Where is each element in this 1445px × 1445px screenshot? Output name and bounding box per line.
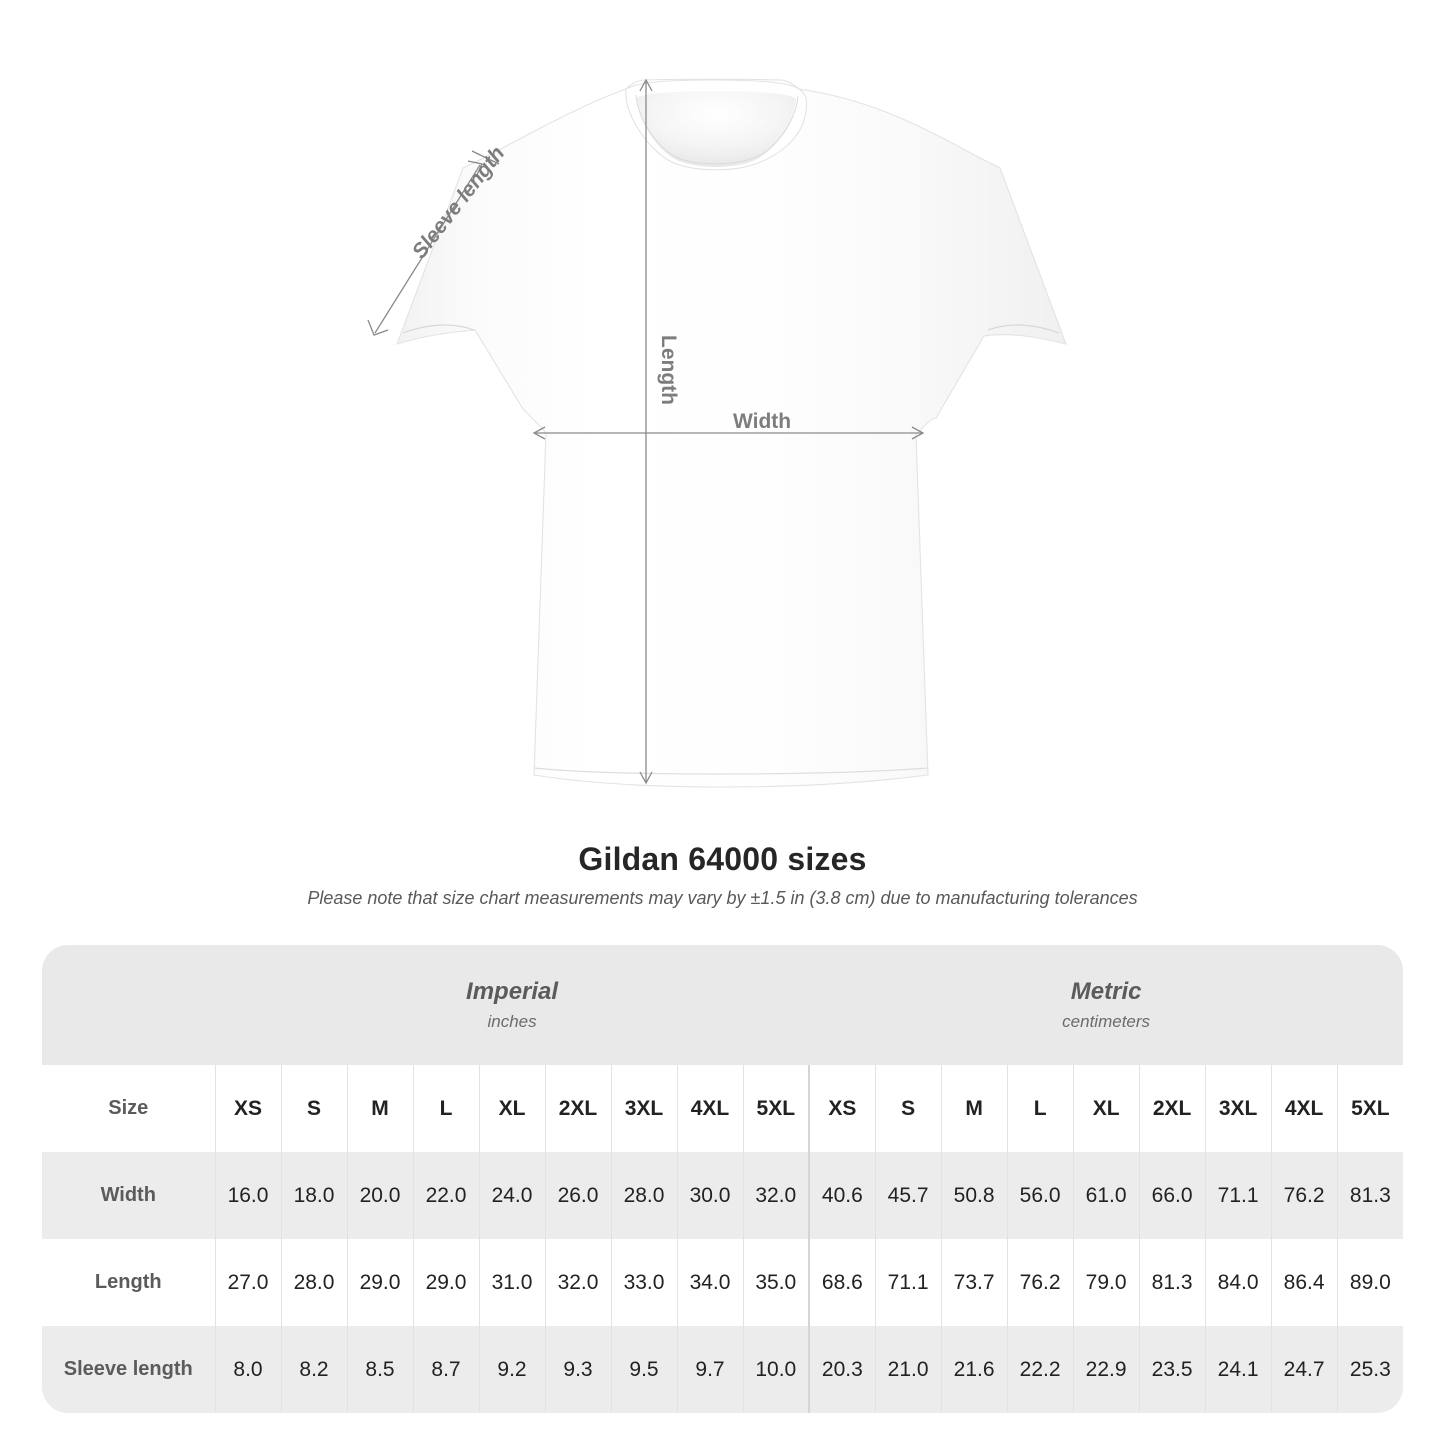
svg-text:Width: Width (733, 410, 791, 433)
svg-text:Length: Length (657, 335, 680, 405)
